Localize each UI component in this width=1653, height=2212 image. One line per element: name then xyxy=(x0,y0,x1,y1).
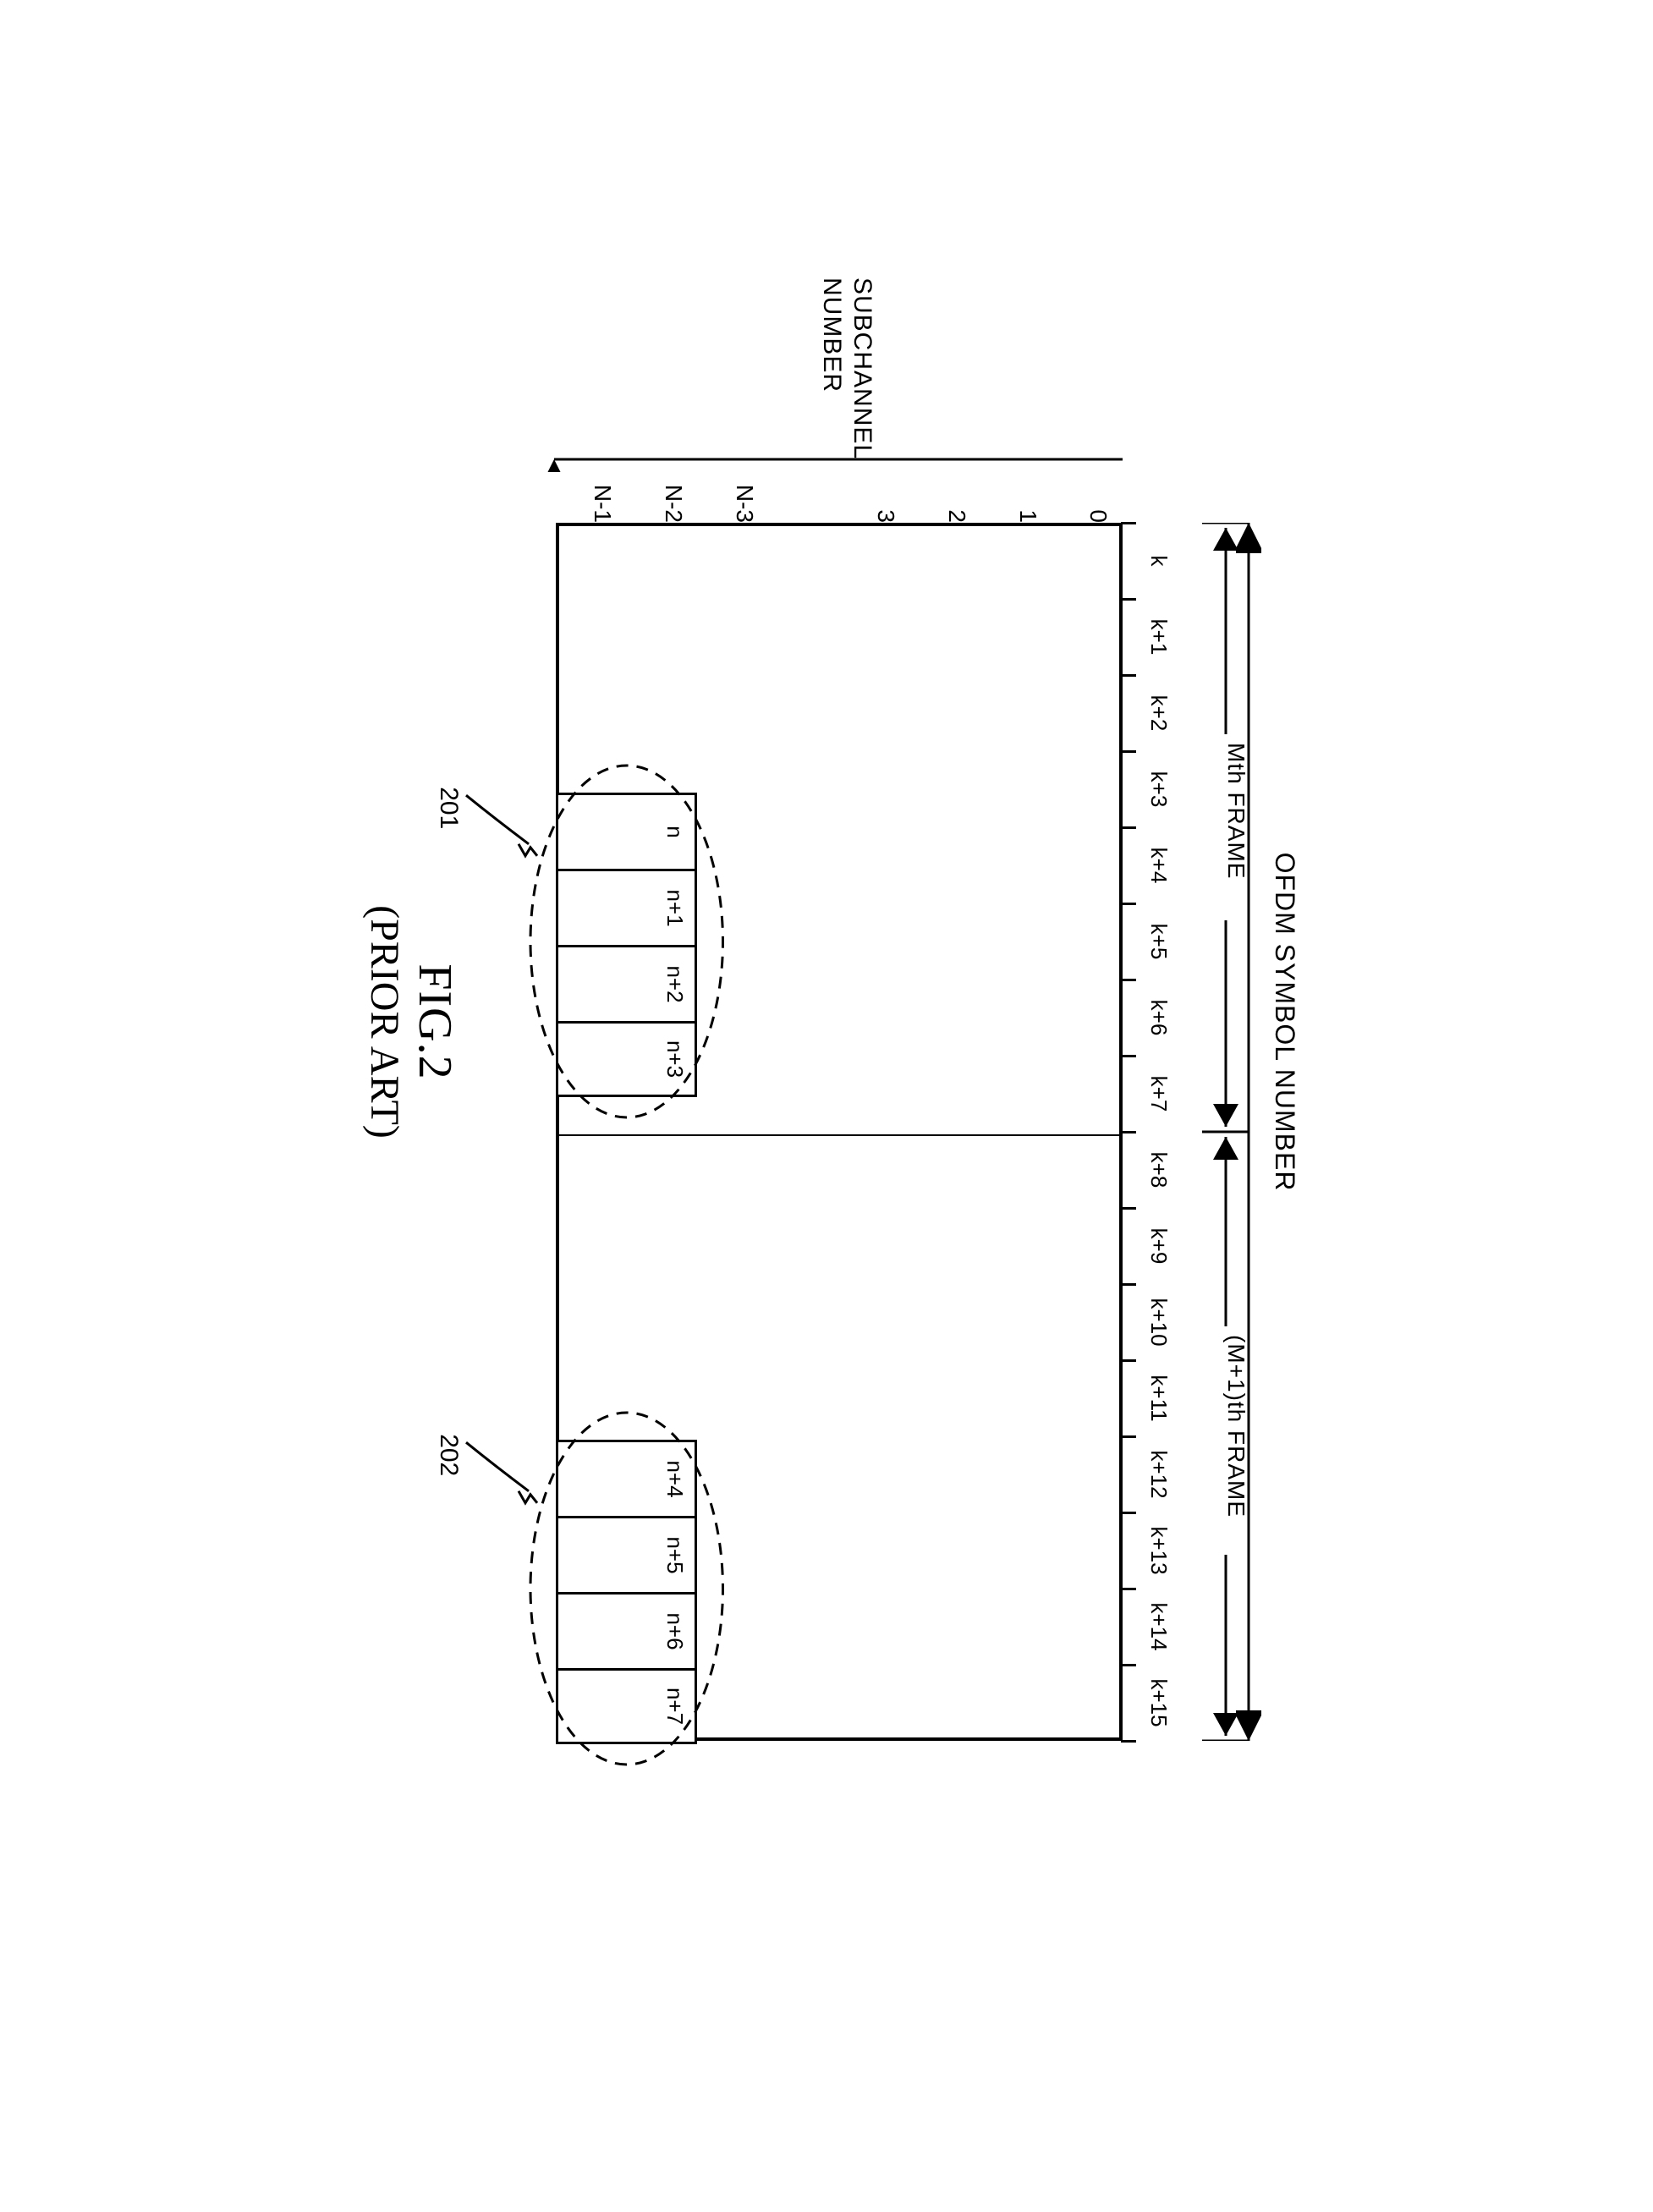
x-tick xyxy=(1121,1664,1136,1666)
x-tick-label: k+3 xyxy=(1145,771,1172,807)
frame-label-m1: (M+1)th FRAME xyxy=(1222,1335,1249,1518)
slot-cell-label: n+1 xyxy=(662,889,689,926)
callout-leader-202 xyxy=(466,1442,529,1491)
callout-number-201: 201 xyxy=(434,787,463,829)
slot-cell: n+7 xyxy=(556,1668,698,1744)
y-tick-label: 1 xyxy=(1014,472,1041,523)
x-tick xyxy=(1121,1588,1136,1590)
x-tick-label: k+13 xyxy=(1145,1526,1172,1574)
x-tick xyxy=(1121,1512,1136,1514)
x-tick xyxy=(1121,674,1136,677)
slot-cell: n+4 xyxy=(556,1440,698,1518)
x-tick-label: k+11 xyxy=(1145,1375,1172,1421)
x-tick xyxy=(1121,750,1136,753)
diagram: OFDM SYMBOL NUMBER xyxy=(353,277,1300,1766)
frame-range-indicators: Mth FRAME (M+1)th FRAME xyxy=(1165,523,1249,1741)
slot-cell: n+1 xyxy=(556,869,698,947)
chart-area: n n+1 n+2 n+3 n+4 n+5 n+6 n+7 xyxy=(556,523,1123,1741)
y-axis-arrow xyxy=(544,447,1133,472)
x-tick xyxy=(1121,1283,1136,1286)
y-axis-title: SUBCHANNEL NUMBER xyxy=(816,277,877,464)
callout-zig-201 xyxy=(519,843,537,855)
y-axis-title-line1: SUBCHANNEL xyxy=(848,277,876,459)
slot-cell-label: n+3 xyxy=(662,1040,689,1078)
figure-caption: FIG.2 (PRIOR ART) xyxy=(361,905,462,1139)
x-tick-label: k+4 xyxy=(1145,847,1172,883)
x-tick xyxy=(1121,1740,1136,1743)
x-tick-label: k+14 xyxy=(1145,1602,1172,1650)
slot-cell-label: n+5 xyxy=(662,1536,689,1573)
slot-cell-label: n+4 xyxy=(662,1460,689,1497)
x-tick xyxy=(1121,1207,1136,1210)
x-tick xyxy=(1121,1131,1136,1133)
x-tick xyxy=(1121,979,1136,981)
slot-cell: n+3 xyxy=(556,1021,698,1097)
y-tick-label: N-2 xyxy=(660,472,687,523)
x-tick-label: k+9 xyxy=(1145,1227,1172,1264)
x-tick-label: k+15 xyxy=(1145,1678,1172,1726)
x-tick-label: k+7 xyxy=(1145,1075,1172,1111)
x-tick xyxy=(1121,903,1136,905)
slot-cell: n xyxy=(556,793,698,871)
caption-fig: FIG.2 xyxy=(408,905,462,1139)
callout-leader-201 xyxy=(466,795,529,844)
callout-zig-202 xyxy=(519,1490,537,1502)
slot-cell-label: n+6 xyxy=(662,1612,689,1649)
x-tick-label: k+1 xyxy=(1145,618,1172,655)
x-tick-label: k+5 xyxy=(1145,923,1172,959)
x-tick-label: k+10 xyxy=(1145,1298,1172,1346)
frame-divider xyxy=(559,1134,1119,1136)
x-tick xyxy=(1121,598,1136,601)
x-tick xyxy=(1121,826,1136,829)
y-tick-label: N-3 xyxy=(731,472,758,523)
y-tick-label: 0 xyxy=(1085,472,1112,523)
caption-sub: (PRIOR ART) xyxy=(361,905,408,1139)
x-tick-label: k+8 xyxy=(1145,1151,1172,1188)
y-tick-label: 3 xyxy=(872,472,899,523)
x-tick-label: k+12 xyxy=(1145,1450,1172,1498)
y-tick-label: N-1 xyxy=(589,472,616,523)
x-axis-title: OFDM SYMBOL NUMBER xyxy=(1269,852,1300,1191)
x-tick xyxy=(1121,1359,1136,1362)
slot-group-202: n+4 n+5 n+6 n+7 xyxy=(556,1440,698,1744)
x-tick xyxy=(1121,522,1136,524)
figure-container: OFDM SYMBOL NUMBER xyxy=(51,51,1602,2161)
frame-label-m: Mth FRAME xyxy=(1222,743,1249,879)
slot-group-201: n n+1 n+2 n+3 xyxy=(556,793,698,1097)
slot-cell-label: n+2 xyxy=(662,965,689,1002)
callout-number-202: 202 xyxy=(434,1434,463,1476)
slot-cell-label: n xyxy=(662,826,689,837)
slot-cell: n+2 xyxy=(556,945,698,1024)
rotated-wrapper: OFDM SYMBOL NUMBER xyxy=(353,277,1300,1766)
slot-cell: n+6 xyxy=(556,1592,698,1671)
x-tick xyxy=(1121,1055,1136,1057)
x-tick-label: k+6 xyxy=(1145,999,1172,1035)
slot-cell: n+5 xyxy=(556,1516,698,1595)
y-axis-title-line2: NUMBER xyxy=(818,277,846,392)
x-tick-label: k+2 xyxy=(1145,694,1172,731)
x-tick xyxy=(1121,1435,1136,1438)
x-tick-label: k xyxy=(1145,555,1172,566)
y-tick-label: 2 xyxy=(943,472,970,523)
y-ticks: 0123N-3N-2N-1 xyxy=(556,480,1123,523)
slot-cell-label: n+7 xyxy=(662,1688,689,1725)
